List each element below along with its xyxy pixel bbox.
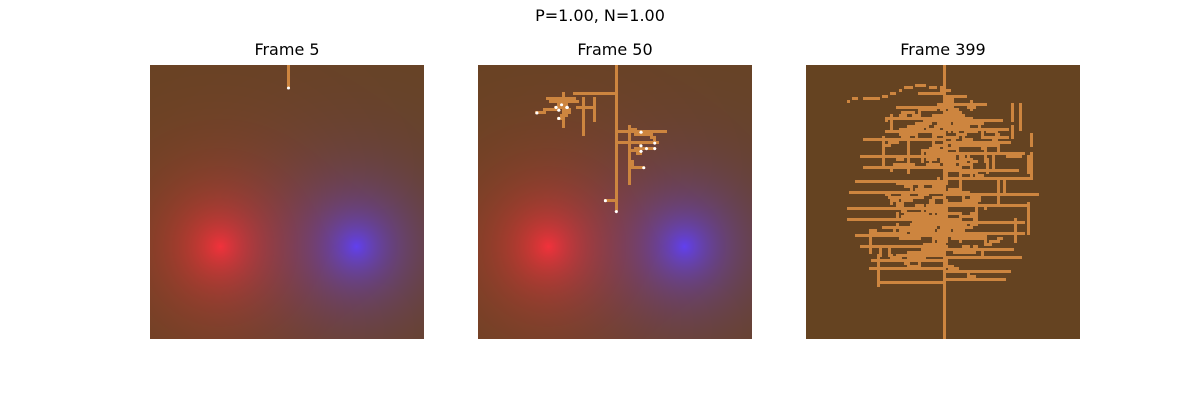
panel-title: Frame 399 [900,40,986,59]
simulation-image [478,65,752,339]
panel-frame-5: Frame 5 [150,40,424,339]
simulation-image [150,65,424,339]
panel-title: Frame 5 [254,40,320,59]
panel-frame-399: Frame 399 [806,40,1080,339]
simulation-image [806,65,1080,339]
panel-title: Frame 50 [577,40,653,59]
figure-suptitle: P=1.00, N=1.00 [535,6,665,25]
panel-frame-50: Frame 50 [478,40,752,339]
